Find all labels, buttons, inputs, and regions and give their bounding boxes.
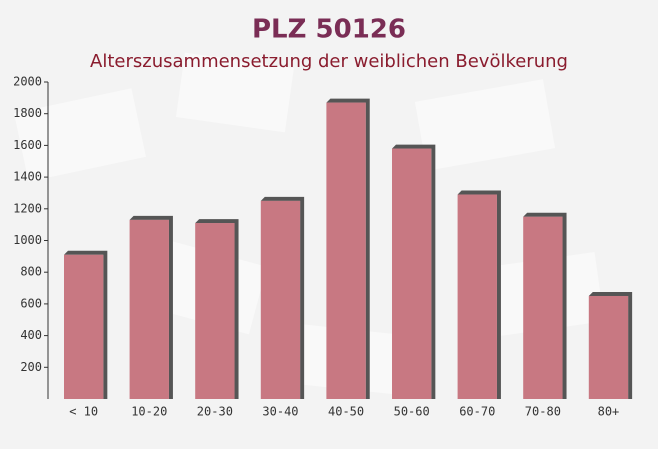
y-tick-label: 1200 [13, 201, 42, 215]
y-tick-label: 200 [20, 360, 42, 374]
x-tick-label: 10-20 [131, 405, 167, 419]
bar [64, 254, 104, 399]
y-tick-label: 800 [20, 265, 42, 279]
bar [129, 219, 169, 399]
chart-title: PLZ 50126 [252, 15, 406, 45]
y-tick-label: 1600 [13, 138, 42, 152]
x-tick-label: 40-50 [328, 405, 364, 419]
chart-subtitle: Alterszusammensetzung der weiblichen Bev… [90, 51, 568, 72]
x-tick-label: 80+ [598, 405, 620, 419]
bar [195, 223, 235, 399]
y-tick-label: 600 [20, 296, 42, 310]
bar [260, 200, 301, 399]
x-tick-label: 70-80 [525, 405, 561, 419]
x-tick-label: 20-30 [197, 405, 233, 419]
bar [523, 216, 563, 399]
x-tick-label: 50-60 [394, 405, 430, 419]
y-tick-label: 1800 [13, 106, 42, 120]
x-tick-label: < 10 [69, 405, 98, 419]
bar [457, 194, 497, 399]
bar [326, 102, 366, 399]
y-tick-label: 1000 [13, 233, 42, 247]
y-tick-label: 400 [20, 328, 42, 342]
x-tick-label: 60-70 [459, 405, 495, 419]
bar [588, 295, 629, 399]
y-tick-label: 2000 [13, 75, 42, 89]
bar [392, 148, 432, 399]
x-tick-label: 30-40 [262, 405, 298, 419]
y-tick-label: 1400 [13, 170, 42, 184]
